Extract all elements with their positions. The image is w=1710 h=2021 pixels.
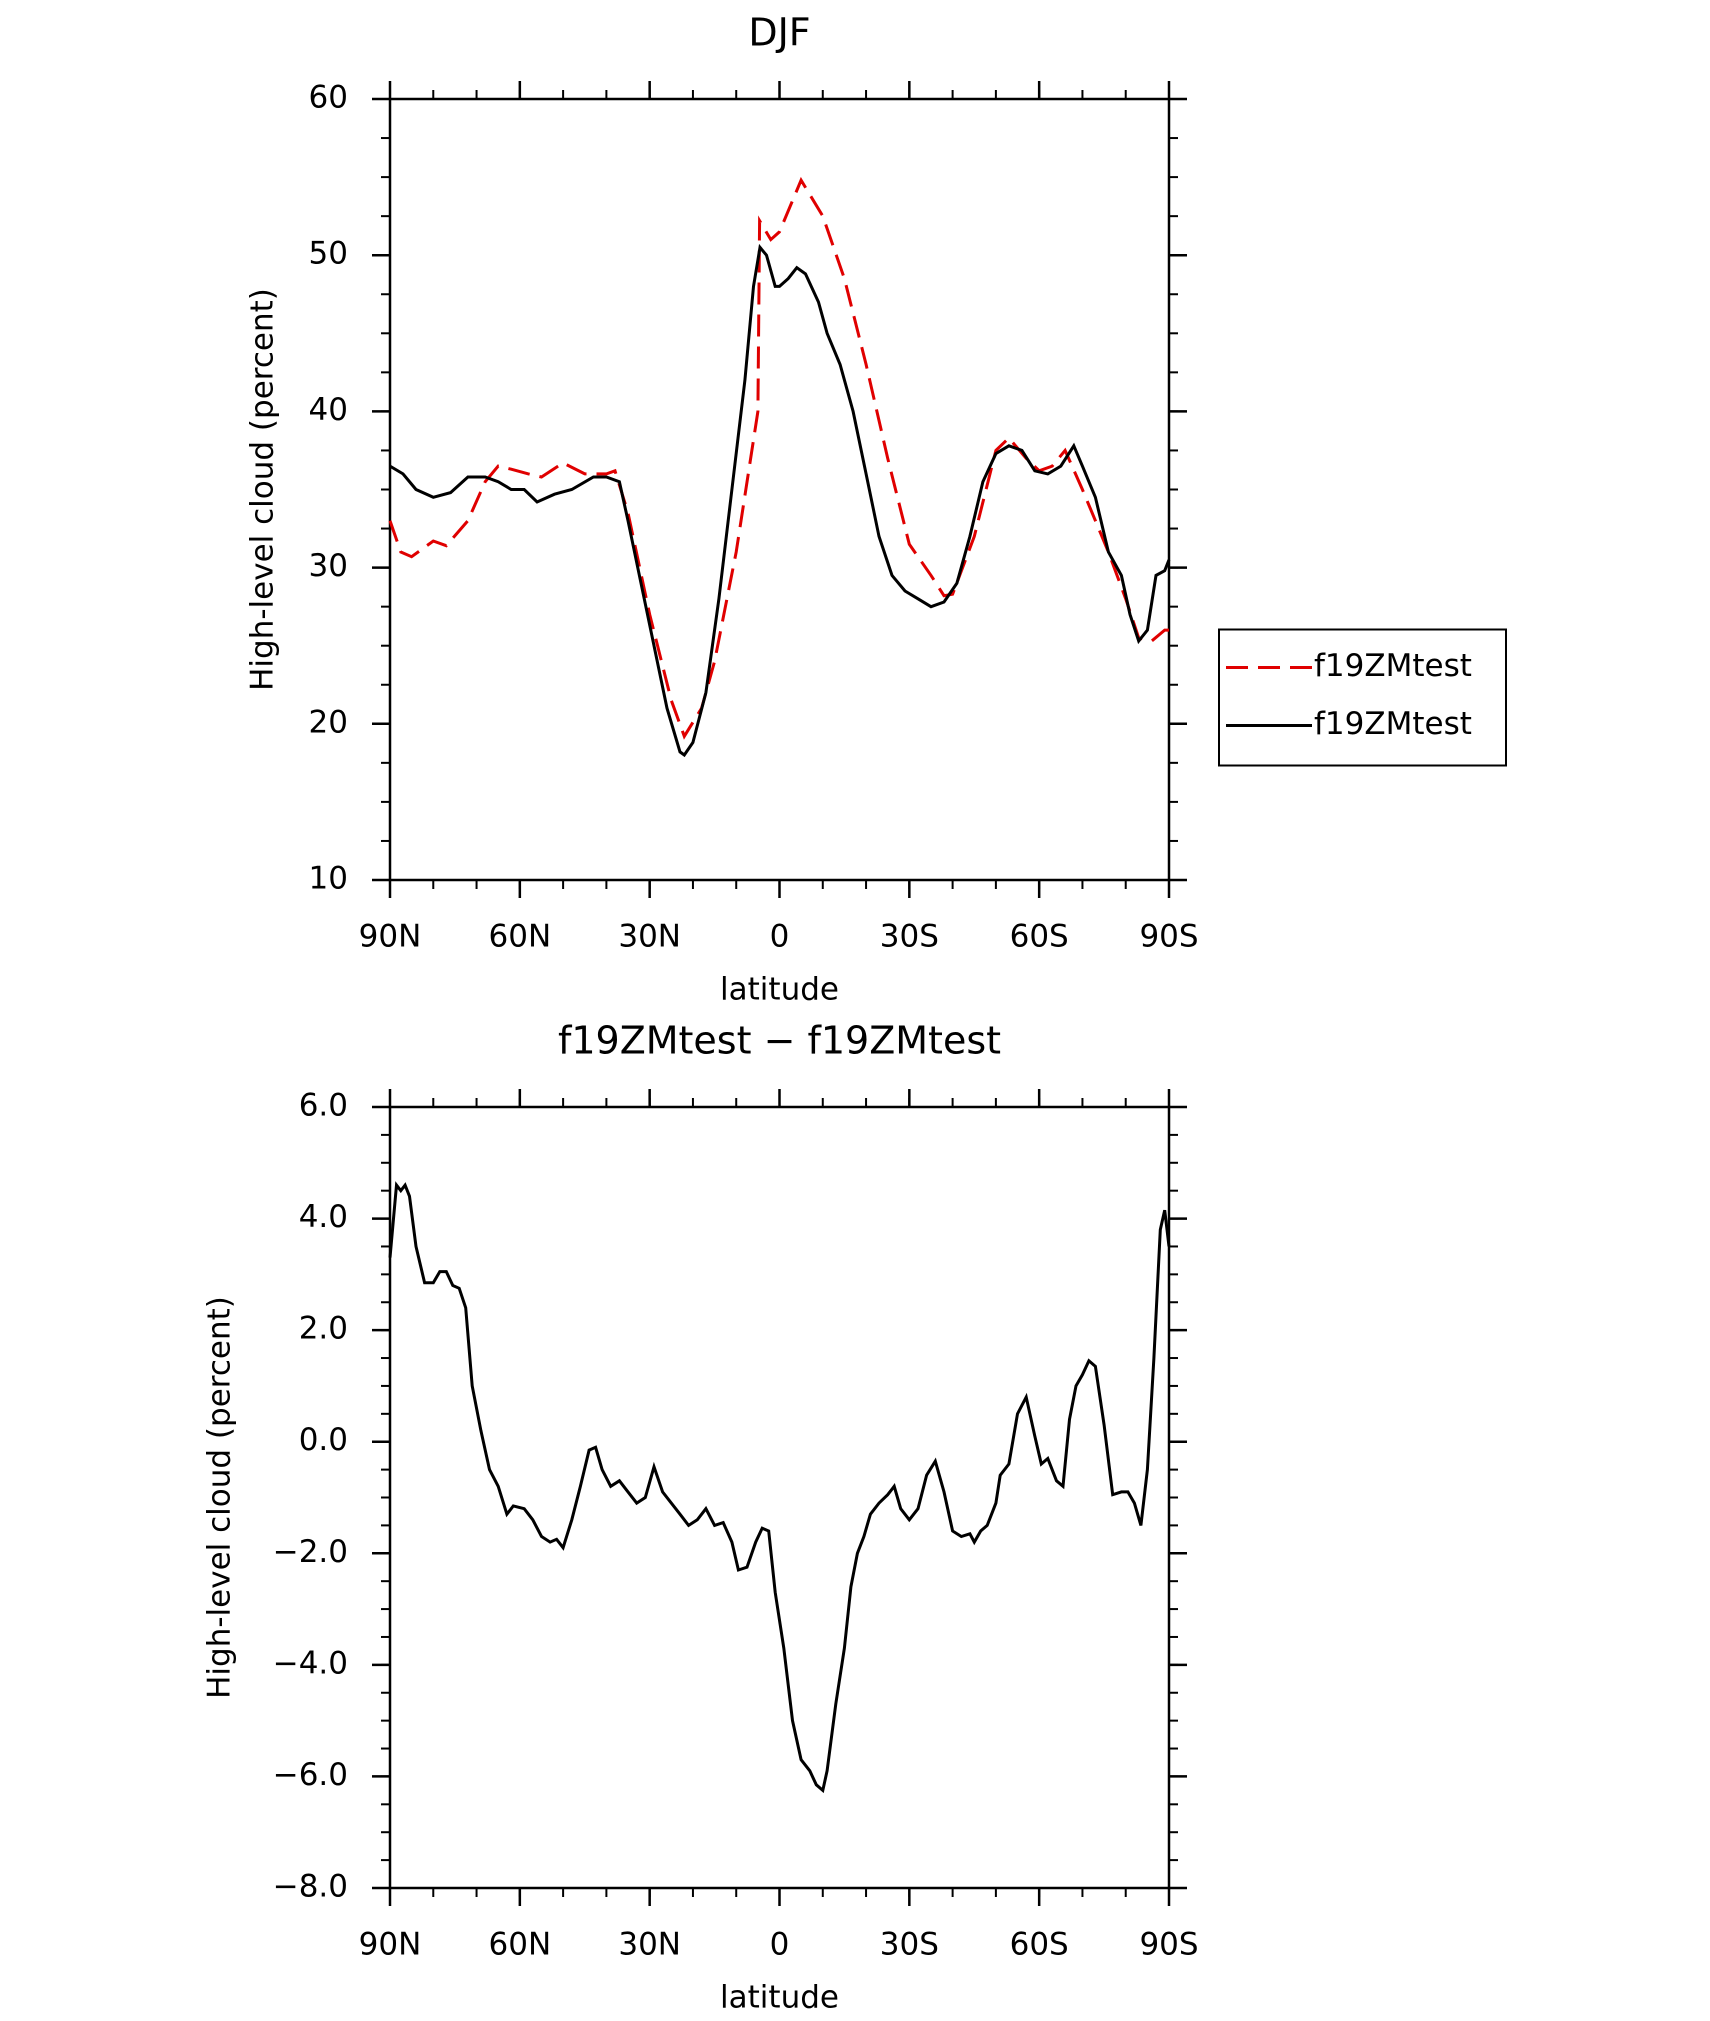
y-tick-label: −2.0 [273,1534,348,1570]
y-tick-label: 40 [309,392,348,428]
x-tick-label: 0 [770,919,790,955]
y-tick-label: 10 [309,861,348,897]
x-tick-label: 90S [1139,919,1198,955]
x-tick-label: 60N [489,1927,552,1963]
y-tick-label: 2.0 [299,1311,348,1347]
x-tick-label: 90N [359,919,422,955]
y-tick-label: −4.0 [273,1645,348,1681]
x-tick-label: 30S [880,919,939,955]
x-tick-label: 0 [770,1927,790,1963]
y-tick-label: 60 [309,80,348,116]
legend-label: f19ZMtest [1314,706,1472,742]
chart-title: DJF [748,11,810,55]
x-tick-label: 30N [618,919,681,955]
x-axis-label: latitude [720,1980,839,2016]
y-tick-label: 0.0 [299,1422,348,1458]
x-tick-label: 60N [489,919,552,955]
chart-title: f19ZMtest − f19ZMtest [558,1019,1001,1063]
y-tick-label: −6.0 [273,1757,348,1793]
plot-frame [388,97,1171,882]
x-tick-label: 90N [359,1927,422,1963]
x-tick-label: 30N [618,1927,681,1963]
y-tick-label: 30 [309,548,348,584]
y-axis-label: High-level cloud (percent) [202,1296,238,1699]
data-line [388,1181,1171,1794]
y-tick-label: 20 [309,704,348,740]
x-axis-label: latitude [720,972,839,1008]
data-line [389,243,1171,758]
x-tick-label: 30S [880,1927,939,1963]
y-tick-label: −8.0 [273,1869,348,1905]
y-tick-label: 6.0 [299,1088,348,1124]
y-tick-label: 4.0 [299,1199,348,1235]
y-axis-label: High-level cloud (percent) [245,288,281,691]
plot-frame [388,1105,1171,1890]
y-tick-label: 50 [309,236,348,272]
x-tick-label: 90S [1139,1927,1198,1963]
x-tick-label: 60S [1010,919,1069,955]
legend-label: f19ZMtest [1314,648,1472,684]
data-line [388,176,1169,740]
legend-box [1218,628,1507,767]
x-tick-label: 60S [1010,1927,1069,1963]
